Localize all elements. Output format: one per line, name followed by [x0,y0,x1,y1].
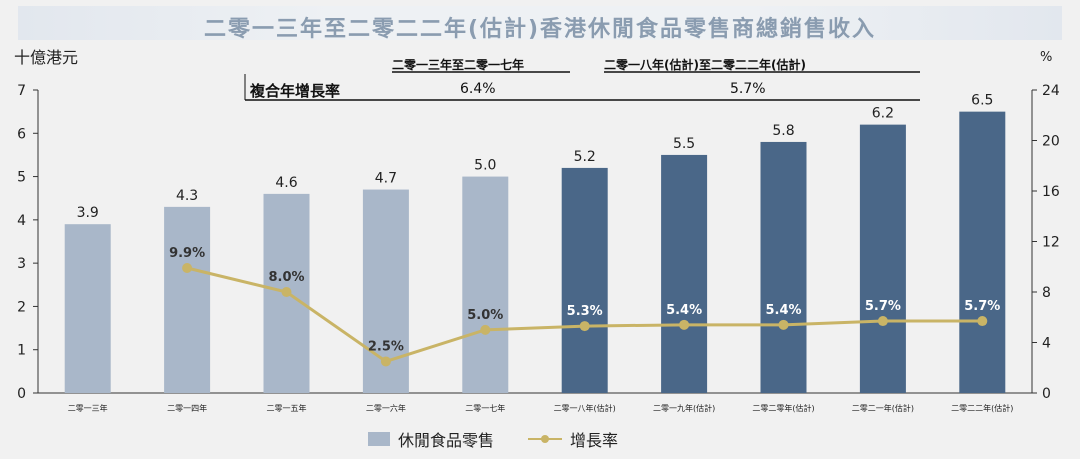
left-axis-tick-label: 3 [17,256,26,272]
growth-rate-point [281,287,292,297]
x-axis-category-label: 二零一八年(估計) [554,403,616,413]
growth-rate-label: 5.7% [865,299,901,314]
x-axis-category-label: 二零一三年 [68,403,108,413]
bar-value-label: 5.0 [474,158,496,174]
growth-rate-label: 9.9% [169,246,205,261]
right-axis-tick-label: 16 [1042,184,1060,200]
left-axis-tick-label: 1 [17,343,26,359]
left-axis-tick-label: 5 [17,170,26,186]
cagr-period-2-header: 二零一八年(估計)至二零二二年(估計) [604,58,806,72]
x-axis-category-label: 二零一四年 [167,403,207,413]
legend-bar: 休閒食品零售 [368,427,494,451]
growth-rate-label: 8.0% [268,270,304,285]
x-axis-category-label: 二零一六年 [366,403,406,413]
growth-rate-point [977,316,988,327]
bar-value-label: 4.7 [375,171,397,187]
left-axis-tick-label: 4 [17,213,26,229]
x-axis-category-label: 二零二一年(估計) [852,403,914,413]
left-axis-tick-label: 0 [17,386,26,402]
left-axis-tick-label: 7 [17,83,26,99]
x-axis-category-label: 二零二零年(估計) [752,403,814,413]
right-axis-tick-label: 0 [1042,386,1051,402]
growth-rate-label: 2.5% [368,339,404,354]
bar-value-label: 6.2 [872,106,894,122]
growth-rate-point [579,321,590,332]
title-band: 二零一三年至二零二二年(估計)香港休閒食品零售商總銷售收入 [18,6,1062,42]
x-axis-category-label: 二零二二年(估計) [951,403,1013,413]
growth-rate-point [679,319,690,330]
right-axis-tick-label: 20 [1042,134,1060,150]
x-axis-category-label: 二零一九年(估計) [653,403,715,413]
growth-rate-label: 5.4% [765,303,801,318]
growth-rate-label: 5.7% [964,299,1000,314]
bar [64,224,111,393]
growth-rate-point [480,324,491,335]
x-axis-category-label: 二零一七年 [465,403,505,413]
bar [760,141,807,393]
left-axis-unit: 十億港元 [14,48,79,67]
legend-line-label: 增長率 [570,431,619,450]
bar-value-label: 4.3 [176,188,198,204]
bar [561,167,608,393]
growth-rate-point [182,263,193,274]
cagr-period-2-value: 5.7% [730,81,766,97]
bar-value-label: 5.5 [673,136,695,152]
right-axis-unit: % [1040,50,1053,65]
bar-value-label: 3.9 [77,205,99,221]
cagr-period-1-value: 6.4% [460,81,496,97]
bar [661,154,708,393]
bar [164,206,211,393]
legend-bar-swatch [368,432,390,446]
right-axis-tick-label: 8 [1042,285,1051,301]
legend-bar-label: 休閒食品零售 [398,431,495,450]
growth-rate-point [877,316,888,327]
bar-value-label: 6.5 [971,93,993,109]
left-axis-tick-label: 2 [17,299,26,315]
cagr-period-1-header: 二零一三年至二零一七年 [392,58,525,72]
growth-rate-label: 5.3% [567,304,603,319]
growth-rate-point [778,319,789,330]
chart-title: 二零一三年至二零二二年(估計)香港休閒食品零售商總銷售收入 [203,17,877,42]
bar-value-label: 5.8 [772,123,794,139]
right-axis-tick-label: 12 [1042,235,1060,251]
right-axis-tick-label: 24 [1042,83,1060,99]
right-axis-tick-label: 4 [1042,336,1051,352]
growth-rate-label: 5.0% [467,308,503,323]
growth-rate-point [380,356,391,367]
growth-rate-label: 5.4% [666,303,702,318]
bar [959,111,1006,394]
x-axis-category-label: 二零一五年 [267,403,307,413]
legend-line: 增長率 [528,427,618,451]
bar-value-label: 5.2 [574,149,596,165]
bar [462,176,509,393]
bar [859,124,906,393]
legend-line-swatch [528,432,562,446]
bar-value-label: 4.6 [275,175,297,191]
cagr-label: 複合年增長率 [250,82,341,100]
left-axis-tick-label: 6 [17,126,26,142]
